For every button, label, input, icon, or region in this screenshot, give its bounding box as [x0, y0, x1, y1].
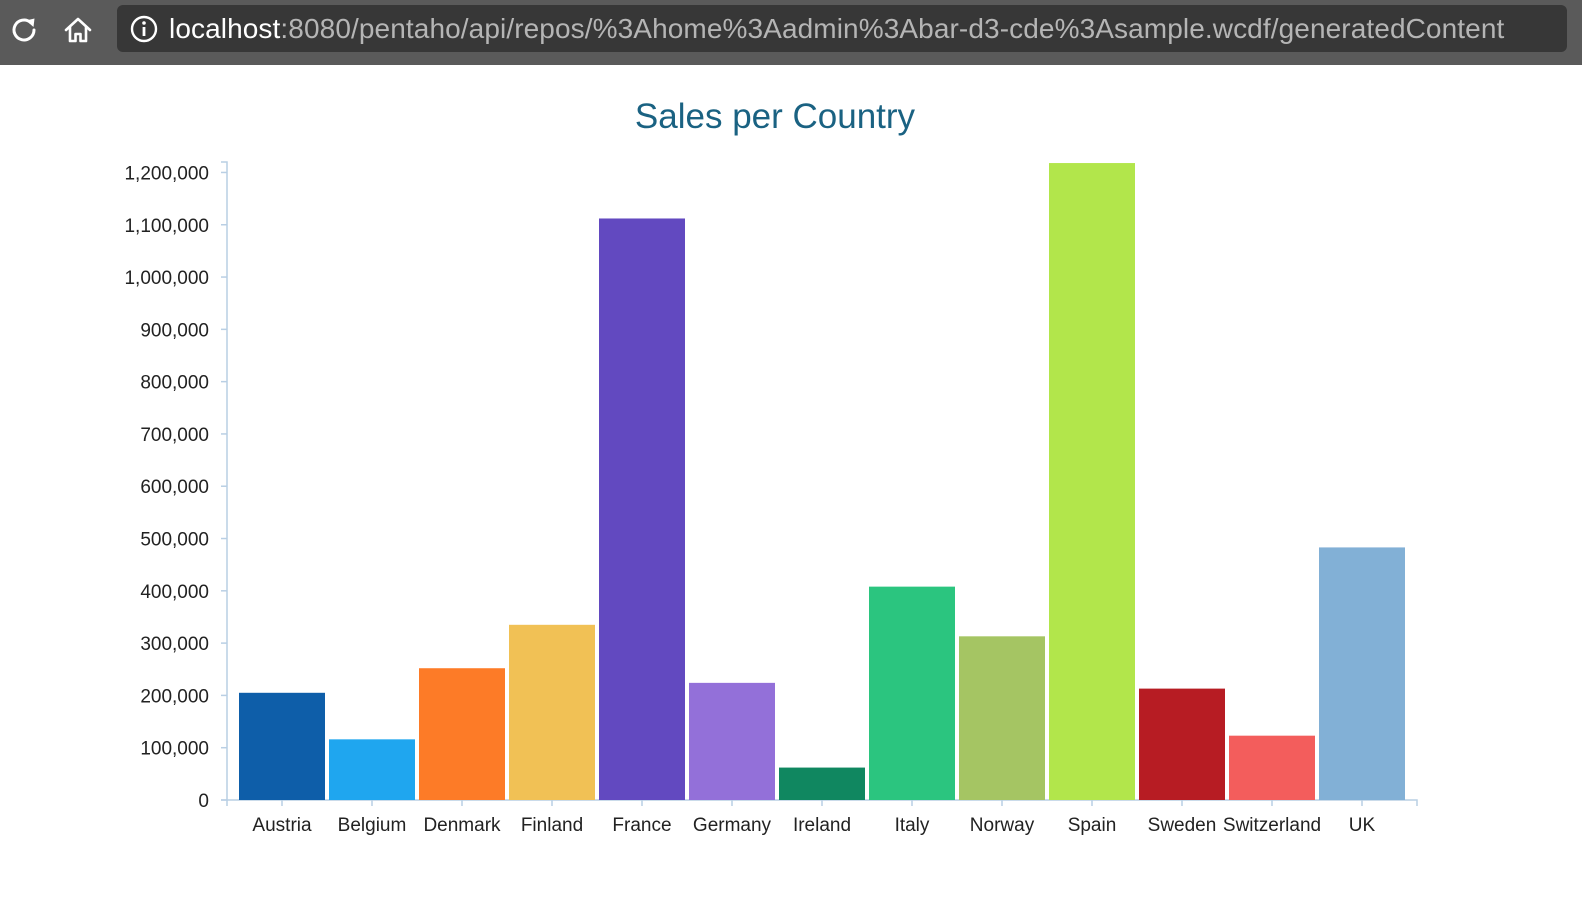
y-tick-label: 700,000 — [140, 425, 209, 446]
bar-finland[interactable] — [509, 624, 595, 800]
chart-title: Sales per Country — [635, 97, 916, 136]
chart-container: Sales per Country 0 100,000 200,000 300,000… — [0, 65, 1582, 908]
bar-uk[interactable] — [1319, 547, 1405, 800]
url-path: :8080/pentaho/api/repos/%3Ahome%3Aadmin%… — [280, 12, 1505, 44]
bar-chart: Sales per Country 0 100,000 200,000 300,000… — [124, 97, 1418, 836]
bars — [239, 163, 1405, 800]
x-tick-label: Finland — [521, 815, 583, 836]
x-tick-label: UK — [1349, 815, 1376, 836]
x-tick-label: Belgium — [338, 815, 407, 836]
browser-toolbar: localhost:8080/pentaho/api/repos/%3Ahome… — [0, 0, 1582, 65]
bar-germany[interactable] — [689, 682, 775, 800]
bar-switzerland[interactable] — [1229, 735, 1315, 800]
y-tick-label: 300,000 — [140, 634, 209, 655]
home-button[interactable] — [56, 8, 100, 52]
y-tick-label: 1,100,000 — [124, 216, 209, 237]
url-text: localhost:8080/pentaho/api/repos/%3Ahome… — [169, 13, 1504, 45]
address-bar[interactable]: localhost:8080/pentaho/api/repos/%3Ahome… — [117, 5, 1567, 52]
x-tick-label: Denmark — [423, 815, 501, 836]
url-host: localhost — [169, 12, 281, 44]
y-tick-label: 100,000 — [140, 739, 209, 760]
x-tick-label: Italy — [895, 815, 930, 836]
y-tick-label: 1,200,000 — [124, 163, 209, 184]
bar-belgium[interactable] — [329, 739, 415, 800]
y-tick-label: 900,000 — [140, 320, 209, 341]
bar-austria[interactable] — [239, 692, 325, 800]
bar-denmark[interactable] — [419, 668, 505, 800]
y-tick-label: 400,000 — [140, 582, 209, 603]
y-tick-label: 0 — [198, 791, 209, 812]
y-tick-label: 200,000 — [140, 686, 209, 707]
x-tick-label: Ireland — [793, 815, 851, 836]
y-axis: 0 100,000 200,000 300,000 400,000 500,000 600,… — [124, 161, 228, 812]
bar-norway[interactable] — [959, 636, 1045, 800]
x-tick-label: Spain — [1068, 815, 1117, 836]
bar-italy[interactable] — [869, 586, 955, 800]
y-tick-label: 600,000 — [140, 477, 209, 498]
x-tick-label: Germany — [693, 815, 772, 836]
info-icon[interactable] — [129, 14, 159, 44]
reload-button[interactable] — [2, 8, 46, 52]
home-icon — [64, 17, 92, 43]
bar-spain[interactable] — [1049, 163, 1135, 800]
bar-ireland[interactable] — [779, 767, 865, 800]
x-tick-label: Austria — [252, 815, 312, 836]
y-axis-line — [221, 161, 228, 801]
y-tick-label: 800,000 — [140, 373, 209, 394]
x-tick-label: France — [612, 815, 671, 836]
y-tick-label: 1,000,000 — [124, 268, 209, 289]
x-tick-label: Switzerland — [1223, 815, 1321, 836]
x-tick-label: Sweden — [1148, 815, 1217, 836]
bar-sweden[interactable] — [1139, 688, 1225, 800]
x-axis: Austria Belgium Denmark Finland France German… — [226, 799, 1418, 836]
reload-icon — [12, 18, 36, 42]
x-tick-label: Norway — [970, 815, 1035, 836]
bar-france[interactable] — [599, 218, 685, 800]
y-tick-label: 500,000 — [140, 530, 209, 551]
